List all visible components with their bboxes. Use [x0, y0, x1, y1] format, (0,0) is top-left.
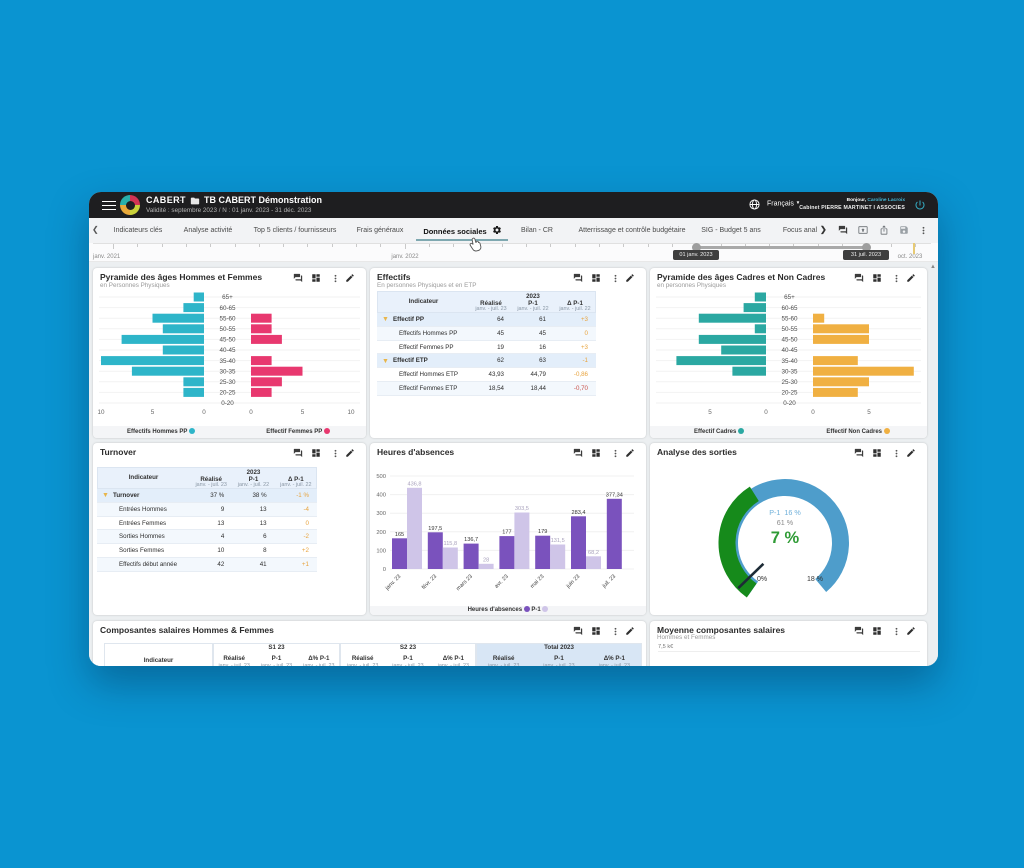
svg-text:283,4: 283,4	[572, 510, 586, 516]
svg-text:juil. 23: juil. 23	[601, 574, 617, 590]
svg-text:0-20: 0-20	[221, 400, 234, 407]
svg-text:50-55: 50-55	[781, 326, 798, 333]
svg-text:P-1 16 %: P-1 16 %	[769, 508, 801, 517]
svg-text:18 %: 18 %	[807, 576, 823, 583]
svg-text:179: 179	[538, 529, 547, 535]
svg-text:30-35: 30-35	[219, 368, 236, 375]
svg-text:136,7: 136,7	[464, 537, 478, 543]
svg-text:10: 10	[347, 409, 355, 416]
svg-text:68,2: 68,2	[588, 550, 599, 556]
svg-text:115,8: 115,8	[444, 541, 458, 547]
svg-text:janv. 23: janv. 23	[384, 574, 403, 593]
svg-text:0: 0	[383, 567, 386, 573]
svg-text:0: 0	[249, 409, 253, 416]
svg-text:5: 5	[708, 409, 712, 416]
svg-text:5: 5	[867, 409, 871, 416]
svg-text:65+: 65+	[784, 294, 795, 301]
svg-text:35-40: 35-40	[781, 358, 798, 365]
svg-text:35-40: 35-40	[219, 358, 236, 365]
svg-text:40-45: 40-45	[219, 347, 236, 354]
svg-text:55-60: 55-60	[781, 315, 798, 322]
svg-text:197,5: 197,5	[428, 526, 442, 532]
svg-text:200: 200	[376, 530, 386, 536]
svg-text:0: 0	[764, 409, 768, 416]
svg-text:60-65: 60-65	[781, 305, 798, 312]
svg-text:mai 23: mai 23	[529, 574, 545, 590]
svg-text:45-50: 45-50	[219, 337, 236, 344]
svg-text:40-45: 40-45	[781, 347, 798, 354]
svg-text:436,8: 436,8	[408, 481, 422, 487]
svg-text:20-25: 20-25	[219, 390, 236, 397]
svg-text:50-55: 50-55	[219, 326, 236, 333]
svg-text:65+: 65+	[222, 294, 233, 301]
svg-text:0: 0	[811, 409, 815, 416]
svg-text:61 %: 61 %	[777, 518, 794, 527]
svg-text:177: 177	[502, 530, 511, 536]
svg-text:55-60: 55-60	[219, 315, 236, 322]
svg-text:10: 10	[97, 409, 105, 416]
svg-text:7 %: 7 %	[771, 529, 800, 547]
svg-text:20-25: 20-25	[781, 390, 798, 397]
svg-text:mars 23: mars 23	[455, 574, 474, 593]
svg-text:303,5: 303,5	[515, 506, 529, 512]
svg-text:377,34: 377,34	[606, 492, 623, 498]
svg-text:165: 165	[395, 532, 404, 538]
svg-text:avr. 23: avr. 23	[494, 574, 510, 590]
svg-text:60-65: 60-65	[219, 305, 236, 312]
svg-text:5: 5	[151, 409, 155, 416]
svg-text:30-35: 30-35	[781, 368, 798, 375]
svg-text:0%: 0%	[757, 576, 767, 583]
svg-text:25-30: 25-30	[219, 379, 236, 386]
svg-text:févr. 23: févr. 23	[421, 574, 438, 591]
svg-text:juin 23: juin 23	[565, 574, 582, 591]
svg-text:500: 500	[376, 474, 386, 480]
svg-text:300: 300	[376, 511, 386, 517]
svg-text:400: 400	[376, 493, 386, 499]
svg-text:100: 100	[376, 548, 386, 554]
svg-text:25-30: 25-30	[781, 379, 798, 386]
svg-text:28: 28	[483, 557, 489, 563]
svg-text:0: 0	[202, 409, 206, 416]
svg-text:5: 5	[301, 409, 305, 416]
svg-text:0-20: 0-20	[783, 400, 796, 407]
svg-text:45-50: 45-50	[781, 337, 798, 344]
svg-text:131,5: 131,5	[551, 538, 565, 544]
